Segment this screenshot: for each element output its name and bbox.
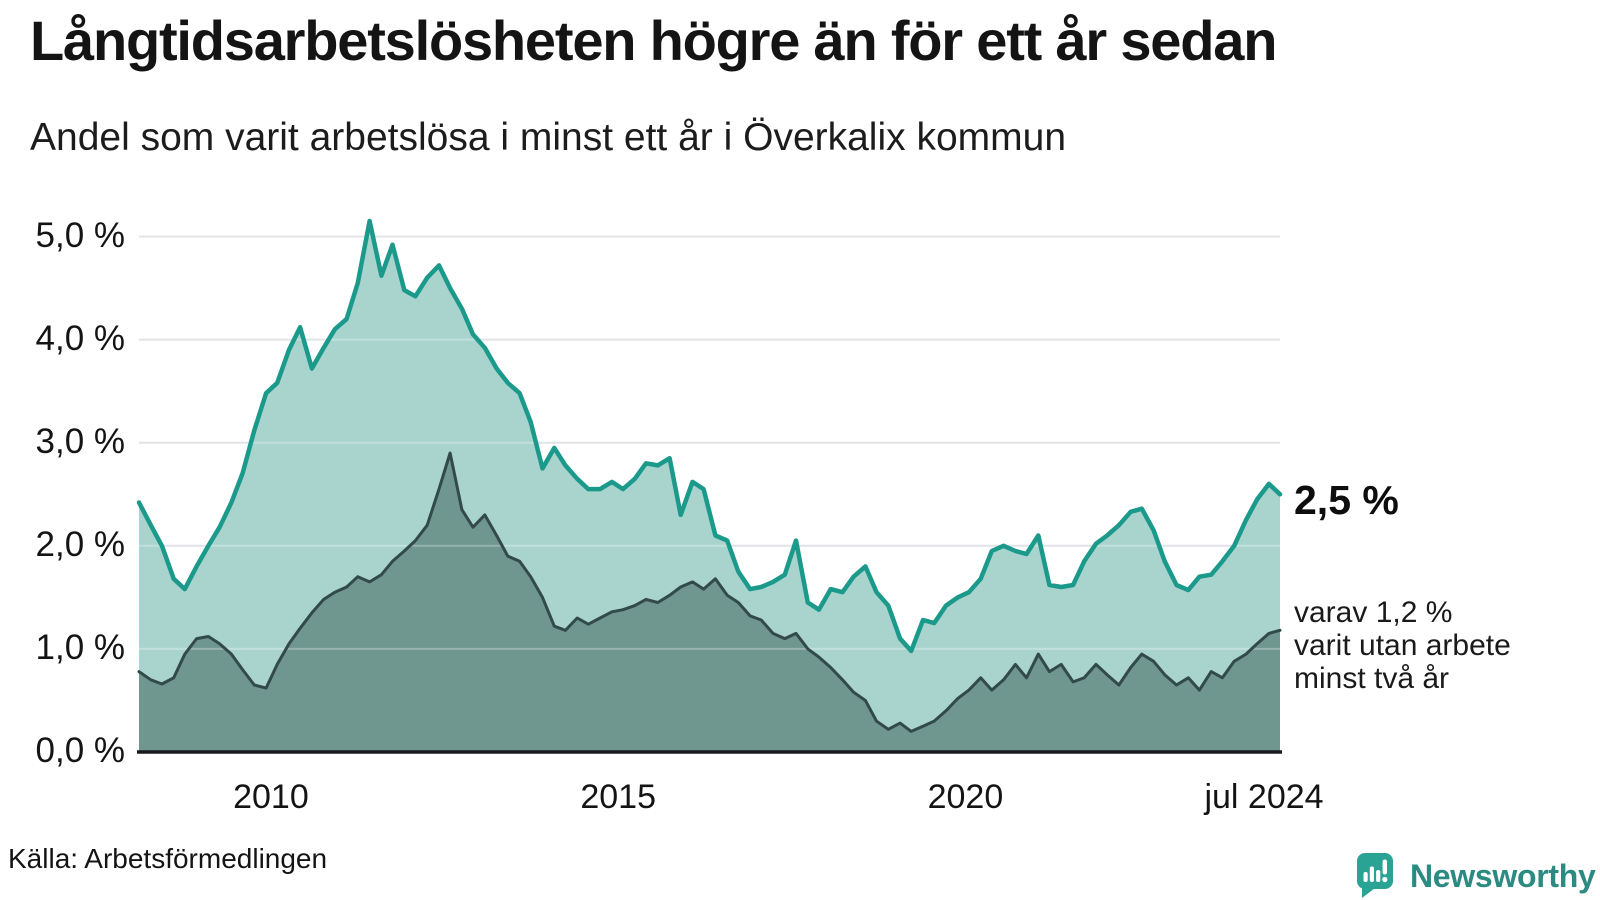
- latest-value-annotation: 2,5 %: [1294, 477, 1399, 523]
- x-axis-tick-label: 2010: [233, 778, 309, 816]
- line-one-year: [136, 218, 1283, 654]
- page-subtitle: Andel som varit arbetslösa i minst ett å…: [30, 116, 1067, 159]
- line-two-years: [137, 451, 1282, 733]
- y-axis-tick-label: 4,0 %: [35, 318, 126, 358]
- x-axis-tick-label: 2015: [580, 778, 656, 816]
- source-credit: Källa: Arbetsförmedlingen: [8, 843, 328, 874]
- newsworthy-logo-icon: [1357, 853, 1393, 898]
- y-axis-tick-label: 3,0 %: [35, 421, 126, 461]
- y-axis-tick-label: 1,0 %: [35, 627, 126, 667]
- x-axis-tick-label: 2020: [927, 778, 1004, 816]
- y-axis-tick-label: 0,0 %: [35, 731, 126, 770]
- y-axis-tick-label: 5,0 %: [35, 215, 126, 255]
- y-axis-tick-label: 2,0 %: [35, 524, 126, 564]
- area-two-years: [139, 453, 1280, 752]
- x-axis-tick-label: jul 2024: [1204, 778, 1324, 816]
- page-title: Långtidsarbetslösheten högre än för ett …: [30, 9, 1277, 72]
- newsworthy-logo: Newsworthy: [1356, 852, 1596, 900]
- series-note-annotation: varav 1,2 % varit utan arbete minst två …: [1294, 596, 1511, 695]
- newsworthy-logo-text: Newsworthy: [1410, 857, 1596, 894]
